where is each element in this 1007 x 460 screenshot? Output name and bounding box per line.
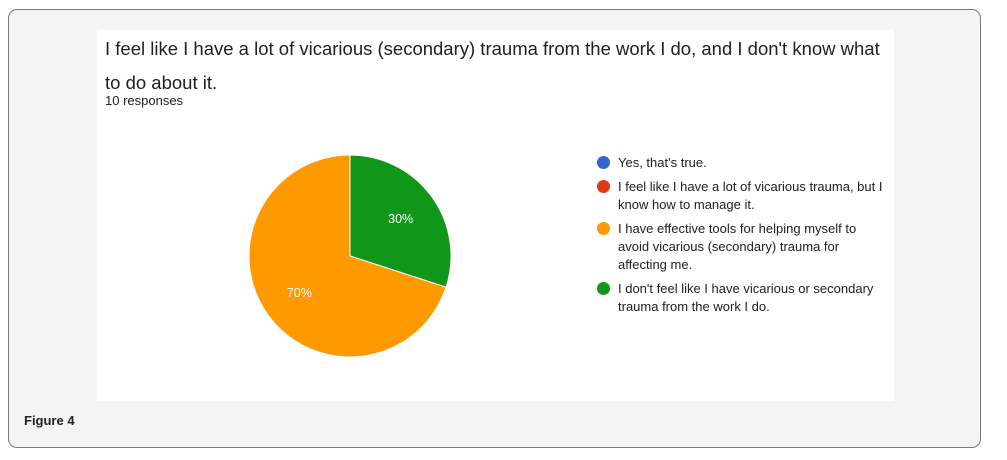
legend-dot-icon <box>597 222 610 235</box>
legend-label: Yes, that's true. <box>618 155 707 170</box>
legend-item: I don't feel like I have vicarious or se… <box>597 280 887 316</box>
figure-caption: Figure 4 <box>24 413 75 428</box>
legend-label: I have effective tools for helping mysel… <box>618 221 857 272</box>
legend-item: I feel like I have a lot of vicarious tr… <box>597 178 887 214</box>
figure-frame: I feel like I have a lot of vicarious (s… <box>8 9 981 448</box>
slice-percent-label: 30% <box>388 212 413 226</box>
legend-dot-icon <box>597 282 610 295</box>
pie-slice <box>349 154 452 288</box>
legend-label: I feel like I have a lot of vicarious tr… <box>618 179 883 212</box>
pie-slice <box>248 154 447 358</box>
pie-chart: 30% 70% <box>248 154 452 358</box>
slice-percent-label: 70% <box>287 286 312 300</box>
legend-item: I have effective tools for helping mysel… <box>597 220 887 274</box>
chart-card: I feel like I have a lot of vicarious (s… <box>97 30 894 401</box>
chart-title: I feel like I have a lot of vicarious (s… <box>105 38 880 93</box>
chart-legend: Yes, that's true. I feel like I have a l… <box>597 154 887 322</box>
legend-label: I don't feel like I have vicarious or se… <box>618 281 874 314</box>
legend-item: Yes, that's true. <box>597 154 887 172</box>
legend-dot-icon <box>597 180 610 193</box>
response-count: 10 responses <box>105 93 184 108</box>
legend-dot-icon <box>597 156 610 169</box>
